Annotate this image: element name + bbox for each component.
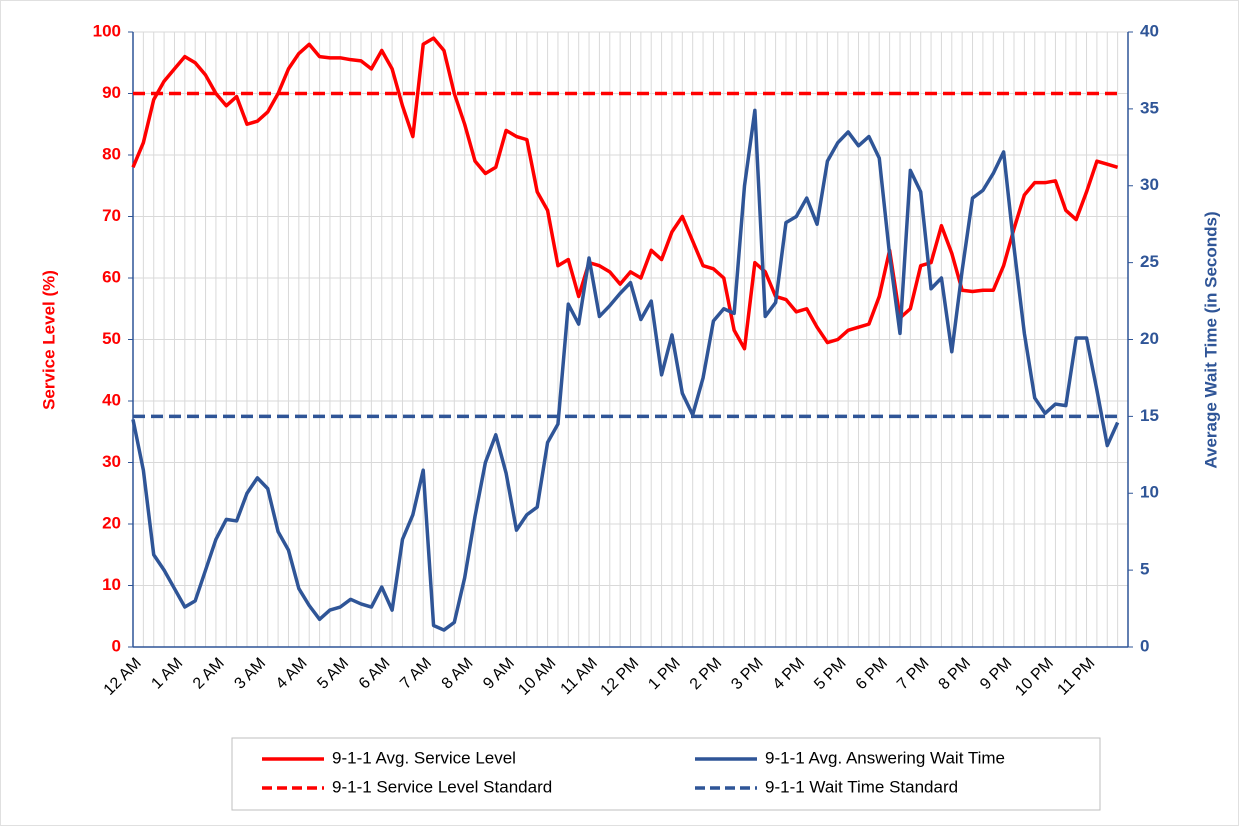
y-tick-label: 0 [112,636,121,655]
y2-tick-label: 10 [1140,483,1159,502]
y2-tick-label: 20 [1140,329,1159,348]
y-tick-label: 30 [102,452,121,471]
y2-tick-label: 0 [1140,636,1149,655]
y2-axis-label: Average Wait Time (in Seconds) [1201,211,1220,468]
data-line [131,108,1120,632]
y-tick-label: 10 [102,575,121,594]
legend-label: 9-1-1 Wait Time Standard [765,777,958,796]
y-tick-label: 40 [102,390,121,409]
y2-tick-label: 30 [1140,175,1159,194]
legend [231,737,1101,811]
y2-tick-label: 25 [1140,252,1159,271]
y-tick-label: 80 [102,144,121,163]
data-line [131,36,1119,351]
y2-tick-label: 40 [1140,21,1159,40]
y-tick-label: 50 [102,329,121,348]
y-tick-label: 20 [102,513,121,532]
y2-tick-label: 5 [1140,560,1149,579]
y-tick-label: 70 [102,206,121,225]
y2-tick-label: 35 [1140,98,1159,117]
y-tick-label: 60 [102,267,121,286]
legend-label: 9-1-1 Avg. Service Level [332,748,516,767]
y-tick-label: 100 [93,21,121,40]
legend-label: 9-1-1 Service Level Standard [332,777,552,796]
y-tick-label: 90 [102,83,121,102]
legend-label: 9-1-1 Avg. Answering Wait Time [765,748,1005,767]
y-axis-label: Service Level (%) [39,270,58,410]
y2-tick-label: 15 [1140,406,1159,425]
